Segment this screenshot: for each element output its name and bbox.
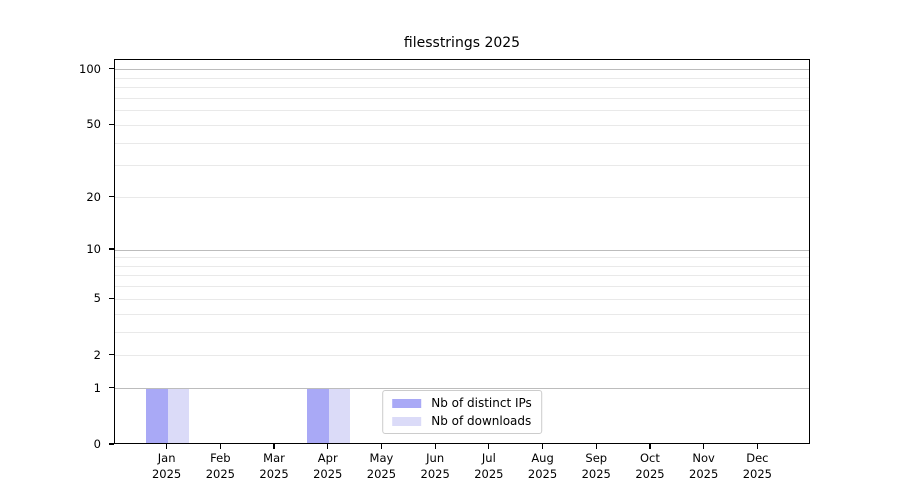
x-tick-label: Dec 2025	[729, 451, 785, 482]
x-tickmark	[649, 444, 651, 449]
x-tick-label: Feb 2025	[192, 451, 248, 482]
legend-entry: Nb of downloads	[392, 414, 532, 428]
chart-title: filesstrings 2025	[403, 35, 521, 51]
y-tick-label: 10	[86, 242, 101, 257]
bar-apr-series1	[328, 388, 351, 443]
x-tickmark	[434, 444, 436, 449]
x-tick-label: Sep 2025	[568, 451, 624, 482]
x-tick-year: 2025	[527, 466, 558, 481]
x-tick-year: 2025	[313, 466, 343, 481]
minor-gridline	[115, 331, 809, 333]
x-tickmark	[327, 444, 329, 449]
x-tick-year: 2025	[205, 466, 235, 481]
x-tickmark	[488, 444, 490, 449]
x-tick-month: Sep	[585, 451, 608, 465]
x-tickmark	[703, 444, 705, 449]
major-gridline	[115, 249, 809, 251]
legend-label: Nb of distinct IPs	[431, 396, 532, 410]
x-tick-month: Dec	[746, 451, 769, 465]
y-tickmark	[109, 443, 114, 445]
x-tick-label: Jan 2025	[139, 451, 195, 482]
minor-gridline	[115, 286, 809, 288]
x-tick-label: May 2025	[353, 451, 409, 482]
minor-gridline	[115, 77, 809, 79]
x-tick-month: Jan	[157, 451, 176, 465]
x-tick-month: May	[369, 451, 394, 465]
y-tick-label: 2	[93, 347, 101, 362]
bar-jan-series1	[167, 388, 190, 443]
x-tick-label: Oct 2025	[622, 451, 678, 482]
y-tickmark	[109, 354, 114, 356]
minor-gridline	[115, 265, 809, 267]
x-tickmark	[219, 444, 221, 449]
minor-gridline	[115, 197, 809, 198]
x-tick-label: Apr 2025	[300, 451, 356, 482]
major-gridline	[115, 388, 809, 390]
major-gridline	[115, 69, 809, 71]
x-tick-year: 2025	[742, 466, 772, 481]
legend-swatch	[392, 398, 422, 408]
x-tick-month: Feb	[210, 451, 231, 465]
x-tick-year: 2025	[635, 466, 665, 481]
bar-jan-series0	[146, 388, 168, 443]
gridlines-layer	[115, 60, 809, 443]
y-tick-label: 1	[93, 380, 101, 395]
minor-gridline	[115, 313, 809, 315]
x-tickmark	[595, 444, 597, 449]
y-tickmark	[109, 195, 114, 198]
x-tick-year: 2025	[474, 466, 504, 481]
y-tick-label: 100	[79, 61, 101, 76]
minor-gridline	[115, 87, 809, 89]
y-tickmark	[109, 68, 114, 70]
y-tick-label: 0	[93, 437, 101, 451]
x-tick-label: Jun 2025	[407, 451, 463, 482]
y-tickmark	[109, 297, 114, 299]
plot-area: Nb of distinct IPs Nb of downloads	[114, 59, 810, 444]
x-tick-month: Jul	[481, 451, 496, 465]
y-tickmark	[109, 123, 114, 125]
x-tick-label: Jul 2025	[461, 451, 517, 482]
y-tick-label: 50	[86, 117, 101, 132]
x-tick-year: 2025	[689, 466, 719, 481]
legend: Nb of distinct IPs Nb of downloads	[382, 390, 542, 434]
x-tickmark	[380, 444, 383, 449]
x-tick-month: Nov	[692, 451, 715, 465]
x-tick-label: Nov 2025	[676, 451, 732, 482]
minor-gridline	[115, 124, 809, 126]
x-tick-year: 2025	[151, 466, 182, 481]
legend-swatch	[392, 416, 422, 426]
x-tick-month: Mar	[263, 451, 285, 465]
x-tick-month: Jun	[426, 451, 445, 465]
minor-gridline	[115, 298, 809, 300]
x-tick-month: Oct	[640, 451, 660, 465]
bar-apr-series0	[307, 388, 329, 443]
legend-entry: Nb of distinct IPs	[392, 396, 532, 410]
bars-layer	[115, 60, 809, 443]
x-tick-month: Aug	[531, 451, 554, 465]
minor-gridline	[115, 142, 809, 144]
minor-gridline	[115, 257, 809, 259]
minor-gridline	[115, 355, 809, 357]
x-tickmark	[166, 444, 168, 449]
x-tick-month: Apr	[317, 451, 338, 465]
x-tick-label: Mar 2025	[246, 451, 302, 482]
y-tickmark	[109, 387, 114, 389]
legend-label: Nb of downloads	[431, 414, 532, 428]
x-tick-label: Aug 2025	[515, 451, 571, 482]
minor-gridline	[115, 165, 809, 167]
x-tick-year: 2025	[366, 466, 397, 481]
x-tick-year: 2025	[259, 466, 289, 481]
y-tick-label: 20	[86, 189, 101, 204]
x-tickmark	[273, 444, 275, 449]
y-tickmark	[109, 248, 114, 250]
x-tickmark	[756, 444, 758, 449]
minor-gridline	[115, 275, 809, 277]
minor-gridline	[115, 110, 809, 112]
x-tickmark	[541, 444, 544, 449]
y-tick-label: 5	[93, 291, 101, 306]
x-tick-year: 2025	[581, 466, 611, 481]
x-tick-year: 2025	[420, 466, 450, 481]
minor-gridline	[115, 97, 809, 99]
